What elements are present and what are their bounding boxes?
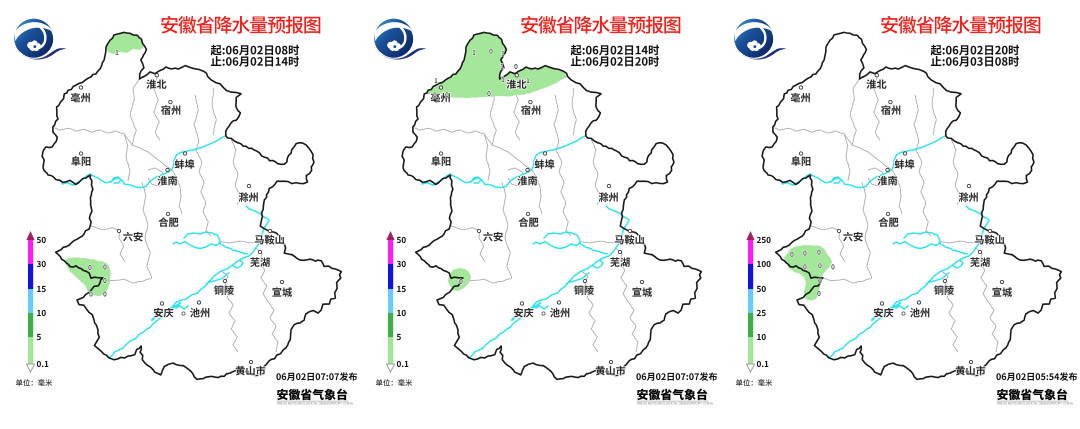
svg-text:ANHUI METEOROLOGICAL OBSERVATO: ANHUI METEOROLOGICAL OBSERVATORY CHINA [277,402,354,406]
svg-text:ANHUI METEOROLOGICAL OBSERVATO: ANHUI METEOROLOGICAL OBSERVATORY CHINA [997,402,1074,406]
svg-text:ANHUI METEOROLOGICAL OBSERVATO: ANHUI METEOROLOGICAL OBSERVATORY CHINA [637,402,714,406]
